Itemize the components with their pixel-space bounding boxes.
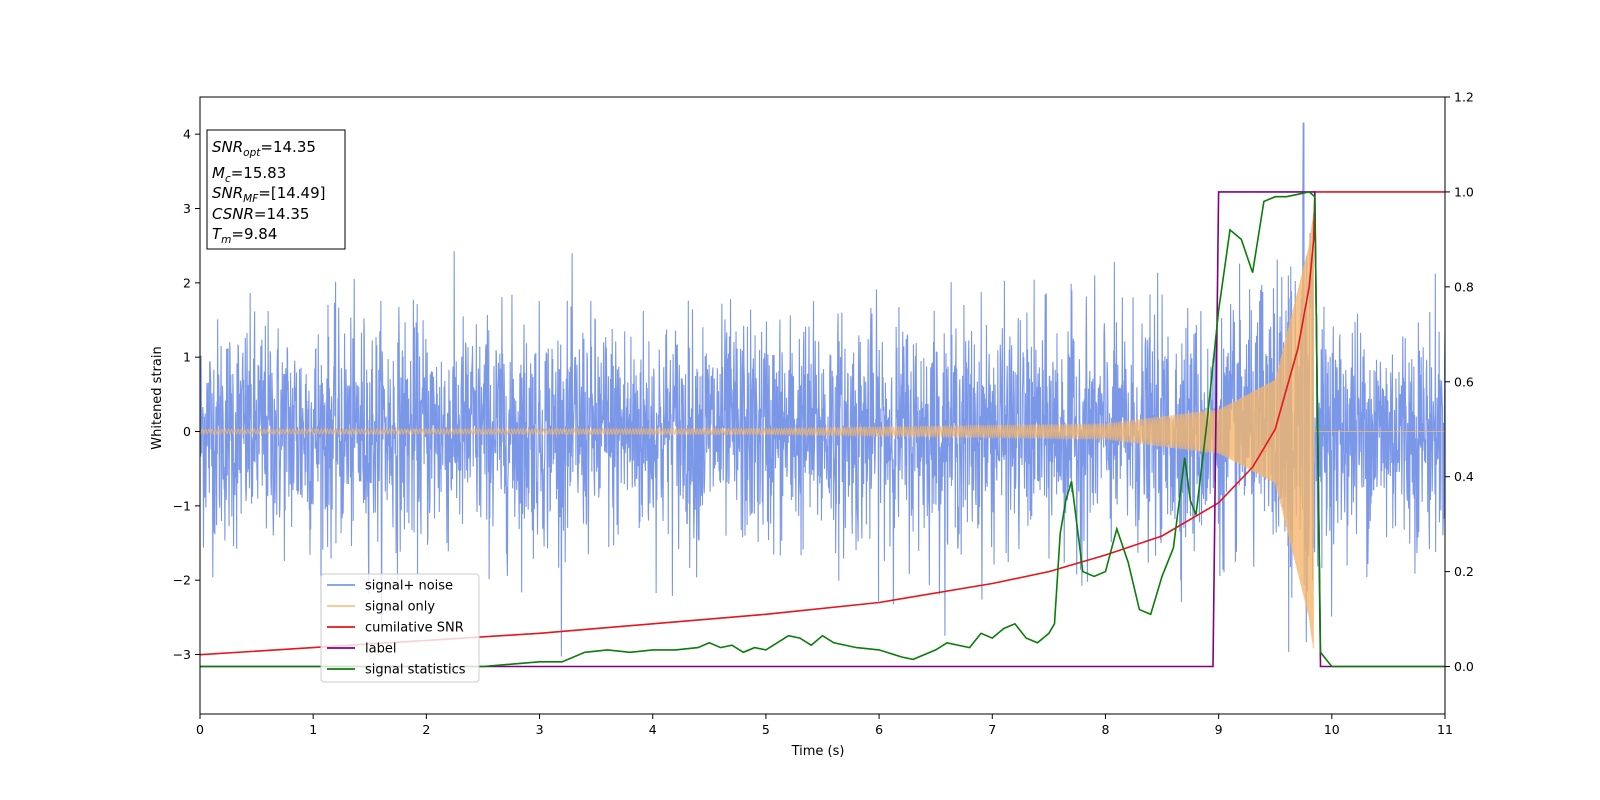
y2-tick-label: 1.2 xyxy=(1454,90,1474,105)
annotation-value: =[14.49] xyxy=(258,184,325,202)
y-tick-label: −2 xyxy=(173,573,191,588)
y2-tick-label: 0.2 xyxy=(1454,564,1474,579)
annotation-variable: M xyxy=(212,164,225,182)
annotation-line: SNRopt=14.35 xyxy=(212,138,316,159)
annotation-line: Mc=15.83 xyxy=(212,164,286,185)
annotation-value: =14.35 xyxy=(260,138,316,156)
annotation-subscript: c xyxy=(225,173,231,185)
x-tick-label: 3 xyxy=(536,722,544,737)
legend: signal+ noise signal only cumilative SNR la… xyxy=(320,573,480,683)
x-tick-label: 11 xyxy=(1437,722,1453,737)
y-tick-label: 3 xyxy=(183,201,191,216)
series-line-signal-only xyxy=(200,213,1445,649)
y-tick-label: 0 xyxy=(183,424,191,439)
x-tick-label: 4 xyxy=(649,722,657,737)
x-tick-label: 10 xyxy=(1324,722,1340,737)
y-tick-label: −3 xyxy=(173,647,191,662)
y2-tick-label: 1.0 xyxy=(1454,184,1474,199)
x-tick-label: 5 xyxy=(762,722,770,737)
annotation-variable: SNR xyxy=(212,184,243,202)
annotation-subscript: m xyxy=(221,234,231,246)
series-line-signal-statistics xyxy=(200,191,1445,668)
y-tick-label: 4 xyxy=(183,127,191,142)
legend-entry-label: label xyxy=(365,642,396,657)
series-line-cumulative-snr xyxy=(200,191,1445,656)
x-tick-label: 0 xyxy=(196,722,204,737)
annotation-variable: SNR xyxy=(212,138,243,156)
y2-tick-label: 0.8 xyxy=(1454,279,1474,294)
y-tick-label: 2 xyxy=(183,275,191,290)
x-tick-label: 8 xyxy=(1101,722,1109,737)
legend-entry-label: signal+ noise xyxy=(365,579,453,594)
y2-tick-label: 0.0 xyxy=(1454,659,1474,674)
x-tick-label: 9 xyxy=(1215,722,1223,737)
annotation-subscript: MF xyxy=(243,193,259,205)
annotation-value: =9.84 xyxy=(231,225,277,243)
annotation-value: =14.35 xyxy=(254,205,310,223)
annotation-value: =15.83 xyxy=(231,164,287,182)
y-tick-label: −1 xyxy=(173,498,191,513)
x-axis-label: Time (s) xyxy=(791,744,845,759)
axes: 0 1 2 3 4 5 6 7 8 9 10 11 −3 −2 −1 0 1 2 3 4 0.0 0.2 0.4 0.6 0.8… xyxy=(173,90,1474,738)
plot-frame xyxy=(199,96,1446,715)
y-axis-label: Whitened strain xyxy=(150,346,165,449)
y2-tick-label: 0.4 xyxy=(1454,469,1474,484)
annotation-variable: CSNR xyxy=(212,205,254,223)
legend-frame xyxy=(320,573,480,683)
annotation-line: Tm=9.84 xyxy=(212,225,277,246)
annotation-line: CSNR=14.35 xyxy=(212,205,309,223)
annotation-variable: T xyxy=(212,225,223,243)
x-tick-label: 1 xyxy=(309,722,317,737)
legend-entry-label: signal only xyxy=(365,600,435,615)
y-tick-label: 1 xyxy=(183,350,191,365)
annotation-subscript: opt xyxy=(243,147,261,159)
x-tick-label: 6 xyxy=(875,722,883,737)
legend-entry-label: cumilative SNR xyxy=(365,621,464,636)
annotation-box: SNRopt=14.35Mc=15.83SNRMF=[14.49]CSNR=14… xyxy=(206,129,346,250)
y2-tick-label: 0.6 xyxy=(1454,374,1474,389)
plot-area xyxy=(200,122,1445,668)
annotation-frame xyxy=(206,129,346,250)
annotation-line: SNRMF=[14.49] xyxy=(212,184,326,205)
x-tick-label: 7 xyxy=(988,722,996,737)
x-tick-label: 2 xyxy=(422,722,430,737)
legend-entry-label: signal statistics xyxy=(365,663,466,678)
